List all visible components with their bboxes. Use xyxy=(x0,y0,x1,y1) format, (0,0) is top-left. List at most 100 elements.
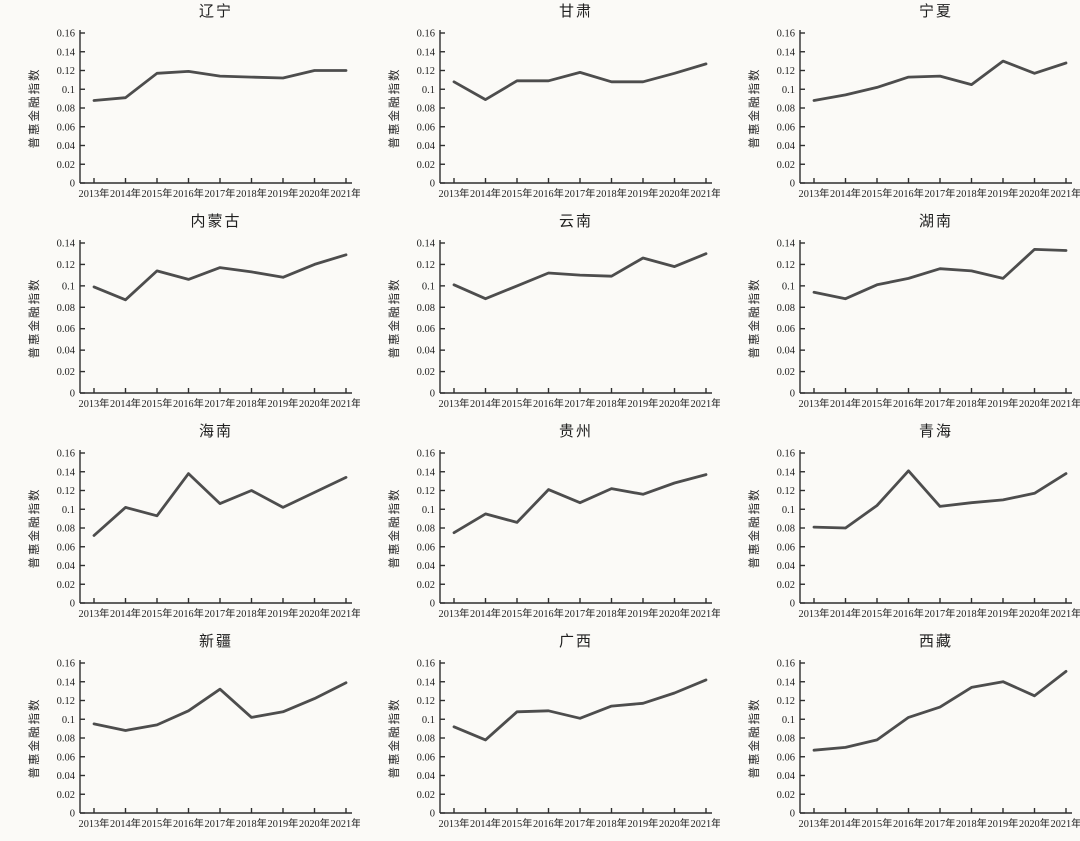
x-tick-label: 2013年 xyxy=(79,397,110,410)
data-line xyxy=(92,472,348,537)
x-tick-label: 2016年 xyxy=(173,607,204,620)
y-tick-label: 0.16 xyxy=(57,29,75,40)
x-tick-label: 2018年 xyxy=(956,817,987,830)
chart-panel: 0 0.02 0.04 0.06 0.08 0.1 0.12 0.14 0.16 2013年 201… xyxy=(720,420,1080,630)
x-tick-label: 2015年 xyxy=(862,817,893,830)
y-tick-label: 0.02 xyxy=(777,160,795,171)
y-tick-label: 0.04 xyxy=(417,141,436,152)
x-tick-label: 2014年 xyxy=(110,607,141,620)
x-tick-label: 2020年 xyxy=(299,397,330,410)
y-tick-label: 0.16 xyxy=(417,29,435,40)
y-tick-label: 0 xyxy=(70,179,75,190)
chart-panel: 0 0.02 0.04 0.06 0.08 0.1 0.12 0.14 0.16 2013年 201… xyxy=(720,0,1080,210)
y-axis-label: 普惠金融指数 xyxy=(27,698,41,779)
chart-title: 云南 xyxy=(559,213,593,230)
x-tick-label: 2016年 xyxy=(893,397,924,410)
x-tick-label: 2019年 xyxy=(988,187,1019,200)
y-axis-label: 普惠金融指数 xyxy=(747,278,761,359)
x-tick-label: 2019年 xyxy=(628,607,659,620)
x-tick-label: 2014年 xyxy=(470,187,501,200)
x-tick-label: 2018年 xyxy=(596,187,627,200)
chart-panel: 0 0.02 0.04 0.06 0.08 0.1 0.12 0.14 2013年 2014年 20… xyxy=(720,210,1080,420)
y-tick-label: 0.04 xyxy=(777,141,796,152)
chart-panel: 0 0.02 0.04 0.06 0.08 0.1 0.12 0.14 0.16 2013年 201… xyxy=(360,420,720,630)
y-tick-label: 0.02 xyxy=(417,790,435,801)
y-tick-label: 0.14 xyxy=(417,47,436,58)
chart-title: 甘肃 xyxy=(559,3,593,20)
x-tick-label: 2018年 xyxy=(956,397,987,410)
chart-title: 西藏 xyxy=(919,633,953,650)
y-tick-label: 0.08 xyxy=(777,734,795,745)
y-tick-label: 0.04 xyxy=(57,771,76,782)
y-tick-label: 0.14 xyxy=(417,467,436,478)
y-tick-label: 0.02 xyxy=(417,160,435,171)
y-tick-label: 0.14 xyxy=(57,47,76,58)
x-tick-label: 2018年 xyxy=(236,187,267,200)
x-tick-label: 2018年 xyxy=(236,607,267,620)
x-tick-label: 2016年 xyxy=(533,607,564,620)
y-tick-label: 0.14 xyxy=(57,677,76,688)
x-tick-label: 2021年 xyxy=(1051,187,1080,200)
x-tick-label: 2013年 xyxy=(79,187,110,200)
x-tick-label: 2018年 xyxy=(596,817,627,830)
x-tick-label: 2013年 xyxy=(799,817,830,830)
data-line xyxy=(812,59,1068,102)
x-tick-label: 2017年 xyxy=(565,817,596,830)
data-line xyxy=(812,670,1068,752)
data-line xyxy=(452,62,708,101)
chart-panel: 0 0.02 0.04 0.06 0.08 0.1 0.12 0.14 0.16 2013年 201… xyxy=(0,0,360,210)
y-axis-label: 普惠金融指数 xyxy=(27,68,41,149)
y-axis-label: 普惠金融指数 xyxy=(27,488,41,569)
data-line xyxy=(92,69,348,102)
y-tick-label: 0.04 xyxy=(417,561,436,572)
x-tick-label: 2017年 xyxy=(925,187,956,200)
chart-title: 新疆 xyxy=(199,633,233,650)
y-tick-label: 0.16 xyxy=(417,659,435,670)
y-tick-label: 0.02 xyxy=(777,367,795,378)
data-line xyxy=(812,469,1068,530)
y-tick-label: 0.02 xyxy=(57,580,75,591)
data-line xyxy=(452,473,708,535)
y-tick-label: 0 xyxy=(790,389,795,400)
x-tick-label: 2015年 xyxy=(142,187,173,200)
y-tick-label: 0.02 xyxy=(57,160,75,171)
y-tick-label: 0.06 xyxy=(777,122,795,133)
y-tick-label: 0.08 xyxy=(417,303,435,314)
x-tick-label: 2018年 xyxy=(236,397,267,410)
x-tick-label: 2020年 xyxy=(1019,397,1050,410)
y-tick-label: 0.12 xyxy=(777,260,795,271)
x-tick-label: 2016年 xyxy=(893,607,924,620)
y-tick-label: 0.08 xyxy=(777,104,795,115)
x-tick-label: 2016年 xyxy=(173,397,204,410)
y-tick-label: 0 xyxy=(790,599,795,610)
y-tick-label: 0.04 xyxy=(777,771,796,782)
y-tick-label: 0.04 xyxy=(57,561,76,572)
x-tick-label: 2017年 xyxy=(205,817,236,830)
chart-panel: 0 0.02 0.04 0.06 0.08 0.1 0.12 0.14 0.16 2013年 201… xyxy=(360,630,720,840)
x-tick-label: 2020年 xyxy=(1019,817,1050,830)
x-tick-label: 2014年 xyxy=(470,817,501,830)
x-tick-label: 2019年 xyxy=(988,817,1019,830)
y-axis-label: 普惠金融指数 xyxy=(387,278,401,359)
y-tick-label: 0.08 xyxy=(417,104,435,115)
y-tick-label: 0.04 xyxy=(57,141,76,152)
x-tick-label: 2015年 xyxy=(142,397,173,410)
y-tick-label: 0 xyxy=(70,809,75,820)
y-axis-label: 普惠金融指数 xyxy=(387,488,401,569)
chart-panel: 0 0.02 0.04 0.06 0.08 0.1 0.12 0.14 2013年 2014年 20… xyxy=(360,210,720,420)
x-tick-label: 2014年 xyxy=(830,397,861,410)
x-tick-label: 2013年 xyxy=(799,397,830,410)
chart-title: 贵州 xyxy=(559,423,593,440)
x-tick-label: 2014年 xyxy=(470,397,501,410)
x-tick-label: 2020年 xyxy=(1019,607,1050,620)
chart-title: 广西 xyxy=(559,633,593,650)
y-tick-label: 0.06 xyxy=(417,752,435,763)
x-tick-label: 2016年 xyxy=(173,187,204,200)
y-tick-label: 0.1 xyxy=(62,505,75,516)
x-tick-label: 2021年 xyxy=(691,607,720,620)
x-tick-label: 2020年 xyxy=(659,187,690,200)
x-tick-label: 2021年 xyxy=(331,187,360,200)
x-tick-label: 2020年 xyxy=(299,607,330,620)
y-tick-label: 0.12 xyxy=(777,696,795,707)
